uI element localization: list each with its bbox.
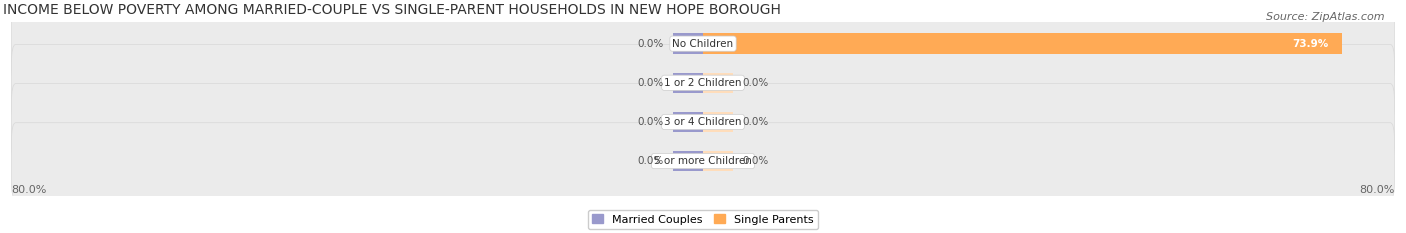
Text: 1 or 2 Children: 1 or 2 Children bbox=[664, 78, 742, 88]
Text: 0.0%: 0.0% bbox=[638, 117, 664, 127]
Bar bbox=[672, 112, 703, 132]
Bar bbox=[672, 151, 703, 171]
Bar bbox=[703, 151, 734, 171]
Text: 5 or more Children: 5 or more Children bbox=[654, 156, 752, 166]
FancyBboxPatch shape bbox=[11, 5, 1395, 82]
FancyBboxPatch shape bbox=[11, 123, 1395, 199]
Text: 0.0%: 0.0% bbox=[638, 156, 664, 166]
Bar bbox=[703, 34, 1341, 54]
Text: 3 or 4 Children: 3 or 4 Children bbox=[664, 117, 742, 127]
Text: 0.0%: 0.0% bbox=[742, 156, 768, 166]
FancyBboxPatch shape bbox=[11, 45, 1395, 121]
Text: 0.0%: 0.0% bbox=[742, 78, 768, 88]
FancyBboxPatch shape bbox=[11, 84, 1395, 160]
Bar bbox=[703, 73, 734, 93]
Bar bbox=[703, 112, 734, 132]
Text: 0.0%: 0.0% bbox=[638, 39, 664, 49]
Text: Source: ZipAtlas.com: Source: ZipAtlas.com bbox=[1267, 12, 1385, 22]
Legend: Married Couples, Single Parents: Married Couples, Single Parents bbox=[588, 210, 818, 229]
Text: 80.0%: 80.0% bbox=[1360, 185, 1395, 195]
Text: 80.0%: 80.0% bbox=[11, 185, 46, 195]
Text: 0.0%: 0.0% bbox=[638, 78, 664, 88]
Text: 73.9%: 73.9% bbox=[1292, 39, 1329, 49]
Text: 0.0%: 0.0% bbox=[742, 117, 768, 127]
Bar bbox=[672, 73, 703, 93]
Bar bbox=[672, 34, 703, 54]
Text: INCOME BELOW POVERTY AMONG MARRIED-COUPLE VS SINGLE-PARENT HOUSEHOLDS IN NEW HOP: INCOME BELOW POVERTY AMONG MARRIED-COUPL… bbox=[3, 3, 780, 17]
Text: No Children: No Children bbox=[672, 39, 734, 49]
